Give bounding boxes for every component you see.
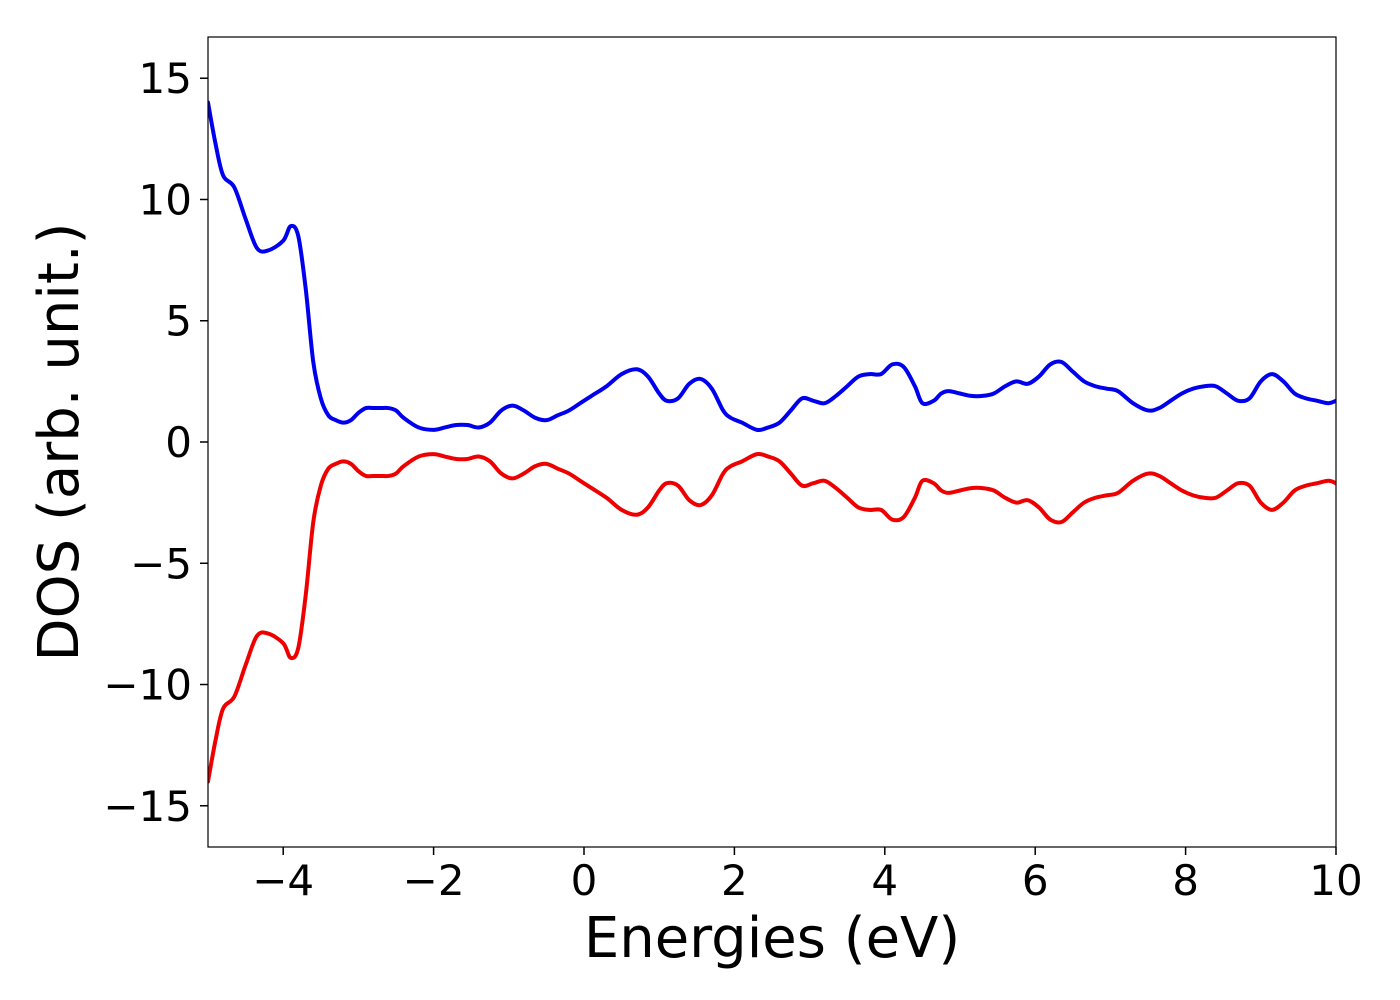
y-tick-label: −5 [130,539,192,588]
x-tick-label: 0 [571,856,598,905]
dos-series-line-red [208,451,1336,784]
x-axis-label: Energies (eV) [584,906,960,971]
x-tick-label: 6 [1022,856,1049,905]
series-layer [208,100,1336,784]
y-tick-label: −10 [103,661,192,710]
x-tick-label: 8 [1172,856,1199,905]
x-tick-label: 10 [1309,856,1362,905]
y-tick-label: 10 [139,175,192,224]
y-axis-ticks: 15 10 5 0 −5 −10 −15 [103,54,208,831]
y-tick-label: 0 [165,418,192,467]
x-tick-label: −4 [252,856,314,905]
x-tick-label: 4 [871,856,898,905]
y-axis-label: DOS (arb. unit.) [27,222,92,661]
y-tick-label: 15 [139,54,192,103]
x-tick-label: 2 [721,856,748,905]
y-tick-label: −15 [103,782,192,831]
dos-series-line-blue [208,100,1336,433]
y-tick-label: 5 [165,297,192,346]
plot-frame [207,36,1337,848]
x-tick-label: −2 [403,856,465,905]
x-axis-ticks: −4 −2 0 2 4 6 8 10 [252,847,1363,905]
